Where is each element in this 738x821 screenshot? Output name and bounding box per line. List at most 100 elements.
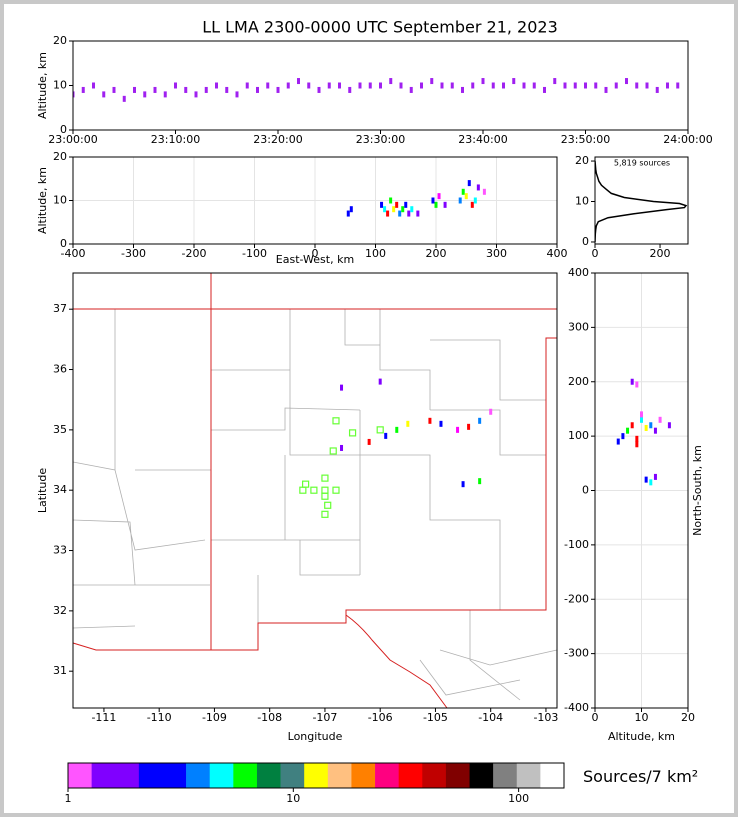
y-tick-label: 35 [53,423,67,436]
source-point [594,82,598,89]
source-point [470,201,474,208]
x-tick-label: 100 [365,247,386,260]
colorbar-swatch [398,763,423,788]
source-point [482,188,486,195]
x-tick-label: 23:00:00 [48,133,97,146]
x-tick-label: 10 [635,711,649,724]
source-point [461,188,465,195]
source-point [464,193,468,200]
source-point [502,82,505,89]
source-point [163,91,167,98]
y-tick-label: 32 [53,604,67,617]
y-tick-label: 33 [53,544,67,557]
source-point [317,86,321,93]
annotation: 5,819 sources [614,159,670,168]
source-point [416,210,420,217]
source-point [616,438,620,445]
x-tick-label: 0 [592,247,599,260]
x-tick-label: -105 [423,711,448,724]
colorbar-swatch [327,763,352,788]
source-point [409,86,413,93]
source-point [456,426,460,433]
marks [616,378,671,486]
y-tick-label: 400 [568,266,589,279]
source-point [644,424,648,431]
source-point [235,91,239,98]
source-point [630,378,634,385]
station [310,486,318,494]
x-tick-label: -109 [202,711,227,724]
colorbar-swatch [493,763,518,788]
source-point [194,91,198,98]
y-tick-label: 0 [60,237,67,250]
station [376,426,384,434]
source-point [471,82,475,89]
y-tick-label: -400 [564,701,589,714]
source-point [458,197,462,204]
source-point [666,82,669,89]
source-point [286,82,290,89]
colorbar-tick-label: 100 [508,792,529,805]
source-point [676,82,680,89]
source-point [407,210,411,217]
x-tick-label: 23:30:00 [356,133,405,146]
marks [595,160,688,243]
source-point [635,381,639,388]
source-point [383,206,387,213]
source-point [73,91,75,98]
colorbar-swatch [256,763,281,788]
x-tick-label: -108 [257,711,282,724]
colorbar-swatch [304,763,329,788]
source-point [215,82,218,89]
source-point [428,417,432,424]
source-point [348,86,352,93]
x-tick-label: -104 [478,711,503,724]
colorbar-swatch [516,763,541,788]
source-point [245,82,249,89]
source-point [573,82,577,89]
source-point [553,78,557,85]
station [299,486,307,494]
colorbar-swatch [209,763,234,788]
y-tick-label: 20 [53,150,67,163]
x-tick-label: -106 [368,711,393,724]
source-point [81,86,85,93]
source-point [655,86,659,93]
source-point [276,86,280,93]
source-point [102,91,106,98]
station [332,417,340,425]
y-tick-label: 20 [575,154,589,167]
source-point [604,86,608,93]
histogram-line [595,160,688,243]
chart-title: LL LMA 2300-0000 UTC September 21, 2023 [202,18,558,37]
source-point [614,82,618,89]
colorbar-swatch [280,763,305,788]
colorbar-swatch [233,763,258,788]
x-tick-label: -300 [121,247,146,260]
colorbar-swatch [469,763,494,788]
source-point [349,206,353,213]
source-point [340,444,344,451]
source-point [626,427,630,434]
y-tick-label: 37 [53,302,67,315]
y-tick-label: -200 [564,592,589,605]
y-tick-label: 34 [53,483,67,496]
x-tick-label: 200 [426,247,447,260]
source-point [644,476,648,483]
source-point [630,422,634,429]
source-point [478,417,482,424]
axes-frame [594,156,689,245]
y-tick-label: 20 [53,34,67,47]
source-point [380,201,384,208]
colorbar-swatch [351,763,376,788]
source-point [431,197,435,204]
colorbar-swatch [422,763,447,788]
source-point [92,82,95,89]
source-point [395,426,399,433]
source-point [625,78,628,85]
source-point [266,82,270,89]
source-point [635,435,639,442]
y-axis-label: Latitude [36,468,49,514]
colorbar-swatch [186,763,211,788]
y-axis-label: Altitude, km [36,167,49,234]
